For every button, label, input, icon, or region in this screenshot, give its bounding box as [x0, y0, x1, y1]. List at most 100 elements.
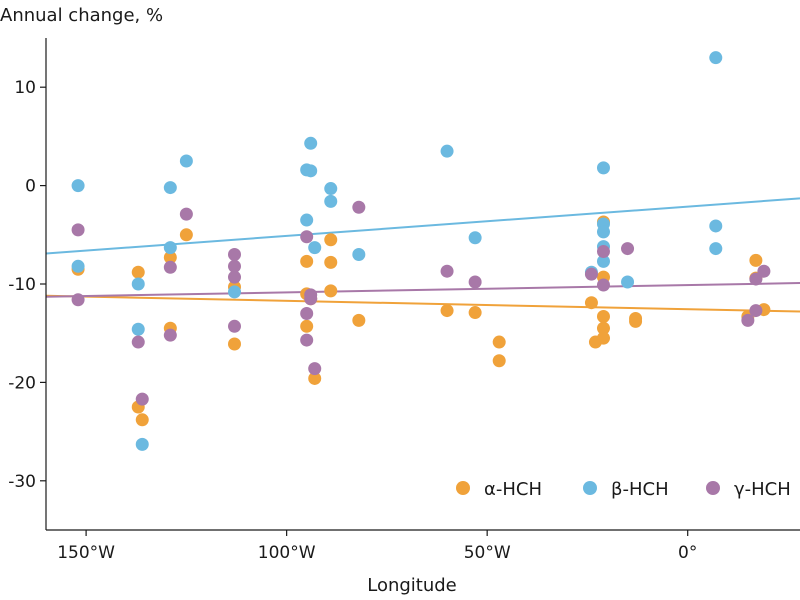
data-point: [324, 255, 338, 269]
data-point: [492, 354, 506, 368]
data-point: [324, 182, 338, 196]
trend-line-γ-HCH: [45, 282, 800, 298]
data-point: [71, 223, 85, 237]
data-point: [131, 322, 145, 336]
data-point: [131, 277, 145, 291]
data-point: [228, 259, 241, 273]
trend-line-β-HCH: [45, 197, 800, 255]
data-point: [300, 333, 314, 347]
data-point: [308, 362, 322, 376]
data-point: [135, 413, 149, 427]
legend-label: γ-HCH: [734, 479, 791, 500]
data-point: [741, 313, 755, 327]
data-point: [300, 230, 314, 244]
legend: α-HCH β-HCH γ-HCH: [456, 479, 791, 500]
data-point: [163, 260, 177, 274]
data-point: [308, 371, 322, 385]
data-point: [596, 225, 610, 239]
data-point: [163, 250, 177, 264]
y-axis-title: Annual change, %: [0, 5, 163, 26]
data-point: [300, 319, 314, 333]
data-point: [228, 285, 241, 299]
data-point: [621, 275, 635, 289]
data-point: [352, 247, 366, 261]
data-point: [163, 328, 177, 342]
data-point: [621, 242, 635, 256]
data-point: [749, 253, 763, 267]
data-point: [596, 321, 610, 335]
tick-labels: 10 0 -10 -20 -30 150°W 100°W 50°W 0°: [8, 78, 697, 563]
data-point: [440, 144, 454, 158]
data-point: [131, 265, 145, 279]
data-point: [596, 161, 610, 175]
data-point: [304, 292, 318, 306]
data-points: [71, 51, 771, 451]
data-point: [71, 293, 85, 307]
data-point: [300, 254, 314, 268]
data-point: [596, 331, 610, 345]
data-point: [304, 136, 318, 150]
data-point: [596, 245, 610, 259]
data-point: [468, 275, 482, 289]
data-point: [324, 284, 338, 298]
x-tick-label: 50°W: [464, 543, 511, 563]
data-point: [468, 306, 482, 320]
data-point: [324, 194, 338, 208]
data-point: [596, 309, 610, 323]
trend-line-α-HCH: [45, 294, 800, 313]
legend-marker: [583, 481, 597, 495]
data-point: [304, 164, 318, 178]
data-point: [300, 213, 314, 227]
data-point: [440, 304, 454, 318]
data-point: [135, 437, 149, 451]
data-point: [179, 154, 193, 168]
data-point: [352, 200, 366, 214]
data-point: [135, 392, 149, 406]
data-point: [757, 264, 771, 278]
data-point: [228, 337, 241, 351]
y-tick-label: 10: [14, 78, 36, 98]
legend-marker: [456, 481, 470, 495]
legend-label: β-HCH: [611, 479, 669, 500]
data-point: [71, 179, 85, 193]
data-point: [300, 307, 314, 321]
data-point: [596, 254, 610, 268]
data-point: [440, 264, 454, 278]
legend-marker: [706, 481, 720, 495]
data-point: [749, 304, 763, 318]
data-point: [131, 335, 145, 349]
data-point: [749, 272, 763, 286]
data-point: [179, 207, 193, 221]
x-tick-label: 150°W: [57, 543, 115, 563]
y-tick-label: 0: [25, 177, 36, 197]
data-point: [163, 181, 177, 195]
data-point: [709, 219, 723, 233]
trend-lines: [45, 197, 800, 313]
data-point: [228, 247, 241, 261]
data-point: [179, 228, 193, 242]
data-point: [709, 242, 723, 256]
x-axis-title: Longitude: [367, 575, 457, 596]
axes: [45, 38, 800, 531]
data-point: [352, 313, 366, 327]
data-point: [71, 259, 85, 273]
y-tick-label: -30: [8, 472, 36, 492]
data-point: [709, 51, 723, 65]
y-tick-label: -20: [8, 373, 36, 393]
x-tick-label: 0°: [678, 543, 697, 563]
data-point: [492, 335, 506, 349]
data-point: [596, 278, 610, 292]
y-tick-label: -10: [8, 275, 36, 295]
data-point: [584, 267, 598, 281]
legend-label: α-HCH: [484, 479, 542, 500]
data-point: [308, 241, 322, 255]
data-point: [468, 231, 482, 245]
x-tick-label: 100°W: [258, 543, 316, 563]
data-point: [163, 241, 177, 255]
data-point: [228, 270, 241, 284]
data-point: [324, 233, 338, 247]
data-point: [629, 314, 643, 328]
data-point: [228, 319, 241, 333]
data-point: [584, 296, 598, 310]
